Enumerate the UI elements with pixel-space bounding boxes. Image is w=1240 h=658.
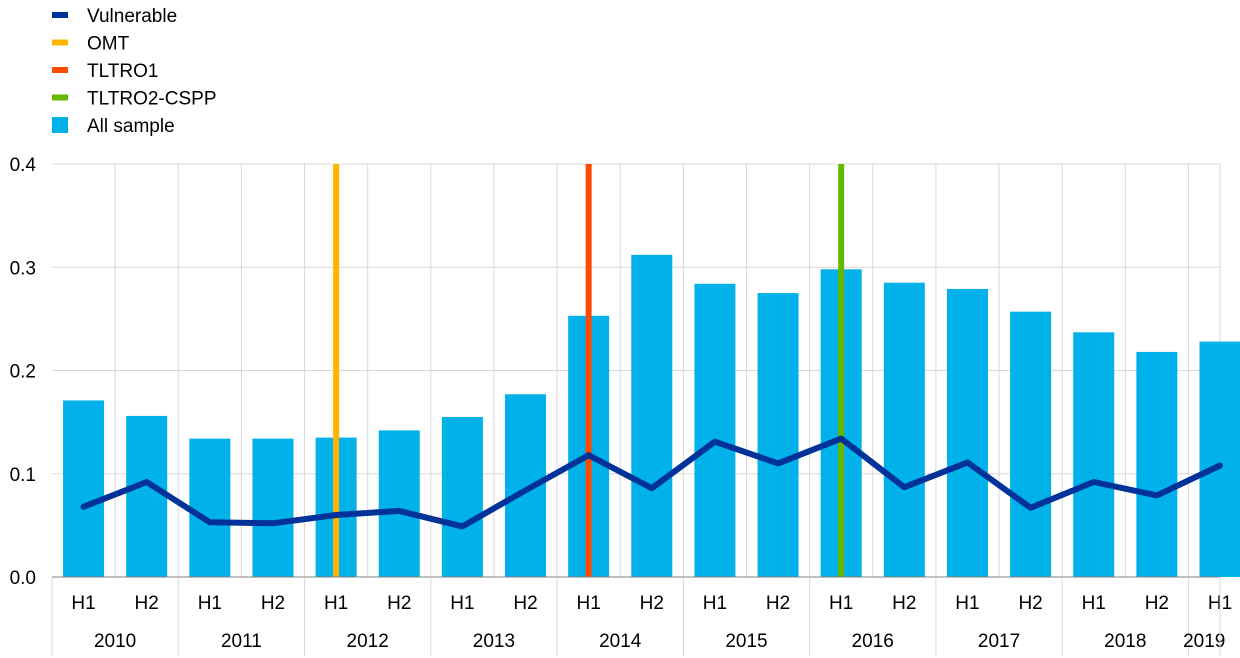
x-tick-label: H1: [577, 593, 601, 614]
bar-all-sample: [631, 254, 673, 578]
bar-all-sample: [378, 430, 420, 577]
y-tick-label: 0.3: [10, 258, 36, 279]
year-label: 2017: [978, 631, 1020, 652]
year-label: 2012: [347, 631, 389, 652]
axes: 0.0 0.1 0.2 0.3 0.4 H1 H2 H1 H2 H1 H2 H1 H2 H1 H2 H1 H2 H…: [10, 155, 1232, 656]
x-tick-label: H1: [450, 593, 474, 614]
bar-all-sample: [1073, 332, 1115, 577]
year-label: 2019: [1183, 631, 1225, 652]
bar-all-sample: [1136, 351, 1178, 577]
legend-swatch-tltro1: [52, 67, 68, 73]
x-tick-label: H2: [135, 593, 159, 614]
x-tick-label: H1: [324, 593, 348, 614]
x-tick-label: H1: [829, 593, 853, 614]
year-label: 2015: [725, 631, 767, 652]
x-tick-label: H2: [261, 593, 285, 614]
legend-item-tltro1: TLTRO1: [52, 61, 158, 82]
legend-label-tltro2-cspp: TLTRO2-CSPP: [87, 89, 217, 110]
line-series: [80, 435, 1223, 530]
year-label: 2010: [94, 631, 136, 652]
legend-item-omt: OMT: [52, 34, 130, 55]
y-tick-label: 0.4: [10, 155, 37, 176]
legend-swatch-all-sample: [52, 117, 68, 133]
legend-swatch-vulnerable: [52, 12, 68, 18]
bar-all-sample: [441, 416, 483, 577]
legend-swatch-omt: [52, 39, 68, 46]
event-lines: [333, 164, 845, 577]
x-tick-label: H2: [1018, 593, 1042, 614]
x-tick-label: H2: [640, 593, 664, 614]
x-tick-label: H1: [955, 593, 979, 614]
bar-all-sample: [1010, 311, 1052, 577]
x-tick-label: H1: [198, 593, 222, 614]
bar-all-sample: [757, 293, 799, 577]
x-tick-label: H2: [387, 593, 411, 614]
legend-item-vulnerable: Vulnerable: [52, 6, 177, 27]
bar-all-sample: [883, 282, 925, 577]
x-tick-label: H1: [71, 593, 95, 614]
y-tick-label: 0.2: [10, 362, 36, 383]
year-label: 2018: [1104, 631, 1146, 652]
x-tick-label: H1: [1082, 593, 1106, 614]
x-tick-label: H2: [1145, 593, 1169, 614]
bar-all-sample: [694, 283, 736, 577]
year-label: 2013: [473, 631, 515, 652]
bar-all-sample: [126, 415, 168, 577]
year-label: 2011: [221, 631, 262, 652]
legend-label-all-sample: All sample: [87, 116, 175, 137]
bar-all-sample: [1199, 341, 1240, 577]
legend: Vulnerable OMT TLTRO1 TLTRO2-CSPP All sample: [52, 6, 217, 137]
year-label: 2016: [852, 631, 894, 652]
legend-label-vulnerable: Vulnerable: [87, 6, 177, 27]
bar-all-sample: [946, 288, 988, 577]
x-tick-label: H1: [703, 593, 727, 614]
legend-swatch-tltro2-cspp: [52, 94, 68, 101]
bar-series: [63, 254, 1240, 578]
bar-all-sample: [189, 438, 231, 577]
y-tick-label: 0.0: [10, 568, 36, 589]
legend-item-tltro2-cspp: TLTRO2-CSPP: [52, 89, 217, 110]
year-label: 2014: [599, 631, 642, 652]
y-tick-label: 0.1: [10, 465, 36, 486]
x-tick-label: H2: [892, 593, 916, 614]
bar-all-sample: [63, 400, 105, 577]
legend-label-tltro1: TLTRO1: [87, 61, 158, 82]
x-tick-label: H2: [513, 593, 537, 614]
legend-item-all-sample: All sample: [52, 116, 175, 137]
bar-all-sample: [252, 438, 294, 577]
x-tick-label: H2: [766, 593, 790, 614]
legend-label-omt: OMT: [87, 34, 130, 55]
